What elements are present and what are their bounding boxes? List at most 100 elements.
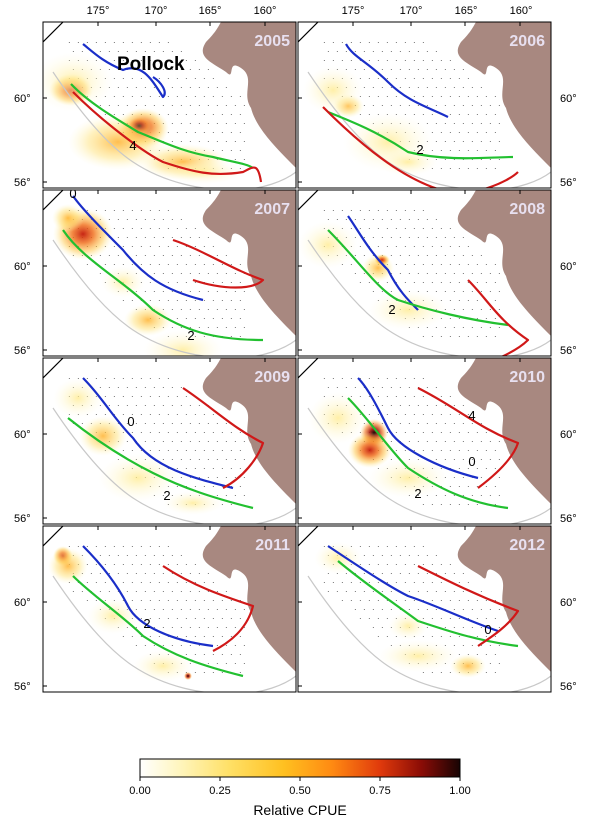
station-dot [131, 42, 133, 43]
year-label: 2012 [509, 537, 545, 554]
station-dot [386, 396, 388, 397]
cpue-hotspot [143, 330, 223, 356]
contour-label: 0 [69, 186, 76, 201]
station-dot [453, 609, 455, 610]
contour-label: 2 [187, 328, 194, 343]
station-dot [476, 504, 478, 505]
station-dot [135, 573, 137, 574]
station-dot [230, 654, 232, 655]
station-dot [431, 264, 433, 265]
station-dot [390, 87, 392, 88]
station-dot [198, 627, 200, 628]
station-dot [494, 636, 496, 637]
station-dot [135, 387, 137, 388]
station-dot [162, 423, 164, 424]
station-dot [153, 51, 155, 52]
station-dot [471, 645, 473, 646]
station-dot [444, 573, 446, 574]
station-dot [408, 51, 410, 52]
station-dot [377, 378, 379, 379]
station-dot [243, 609, 245, 610]
station-dot [239, 600, 241, 601]
station-dot [359, 282, 361, 283]
station-dot [494, 114, 496, 115]
lat-tick: 60° [560, 597, 577, 609]
station-dot [131, 228, 133, 229]
station-dot [239, 672, 241, 673]
station-dot [453, 327, 455, 328]
station-dot [435, 405, 437, 406]
station-dot [386, 210, 388, 211]
station-dot [158, 246, 160, 247]
station-dot [207, 627, 209, 628]
station-dot [350, 582, 352, 583]
station-dot [225, 273, 227, 274]
right-lat-ticks: 60° 56° 60° 56° 60° 56° 60° 56° [560, 93, 577, 693]
station-dot [498, 309, 500, 310]
station-dot [390, 441, 392, 442]
station-dot [381, 405, 383, 406]
station-dot [408, 573, 410, 574]
station-dot [225, 645, 227, 646]
lon-tick: 170° [400, 5, 423, 17]
station-dot [386, 564, 388, 565]
station-dot [234, 663, 236, 664]
station-dot [140, 636, 142, 637]
panel-frame [42, 189, 297, 357]
station-dot [207, 141, 209, 142]
cpue-hotspot [314, 542, 362, 574]
station-dot [377, 414, 379, 415]
station-dot [440, 168, 442, 169]
station-dot [158, 564, 160, 565]
station-dot [413, 42, 415, 43]
temperature-contour [70, 83, 254, 169]
station-dot [230, 150, 232, 151]
map-corner-line [298, 358, 319, 379]
station-dot [359, 618, 361, 619]
station-dot [462, 441, 464, 442]
station-dot [189, 105, 191, 106]
station-dot [489, 645, 491, 646]
station-dot [453, 309, 455, 310]
map-corner-line [298, 190, 319, 211]
station-dot [198, 591, 200, 592]
station-dot [225, 609, 227, 610]
temperature-contour [337, 560, 519, 648]
station-dot [95, 42, 97, 43]
station-dot [471, 441, 473, 442]
station-dot [207, 423, 209, 424]
station-dot [171, 87, 173, 88]
station-dot [480, 309, 482, 310]
lon-tick: 165° [199, 5, 222, 17]
station-dot [135, 51, 137, 52]
station-dot [323, 210, 325, 211]
station-dot [440, 150, 442, 151]
station-dot [399, 87, 401, 88]
station-dot [162, 573, 164, 574]
station-dot [440, 264, 442, 265]
station-dot [426, 555, 428, 556]
station-dot [135, 219, 137, 220]
station-dot [471, 87, 473, 88]
station-dot [153, 69, 155, 70]
station-dot [494, 450, 496, 451]
station-dot [149, 300, 151, 301]
station-dot [408, 441, 410, 442]
station-dot [390, 387, 392, 388]
lat-tick: 60° [560, 93, 577, 105]
station-dot [167, 60, 169, 61]
station-dot [239, 654, 241, 655]
station-dot [113, 546, 115, 547]
station-dot [158, 60, 160, 61]
lat-tick: 56° [14, 681, 31, 693]
station-dot [203, 654, 205, 655]
station-dot [476, 618, 478, 619]
station-dot [167, 264, 169, 265]
panel-frame [42, 357, 297, 525]
station-dot [489, 309, 491, 310]
station-dot [77, 546, 79, 547]
station-dot [144, 591, 146, 592]
station-dot [234, 477, 236, 478]
station-dot [444, 255, 446, 256]
station-dot [467, 468, 469, 469]
